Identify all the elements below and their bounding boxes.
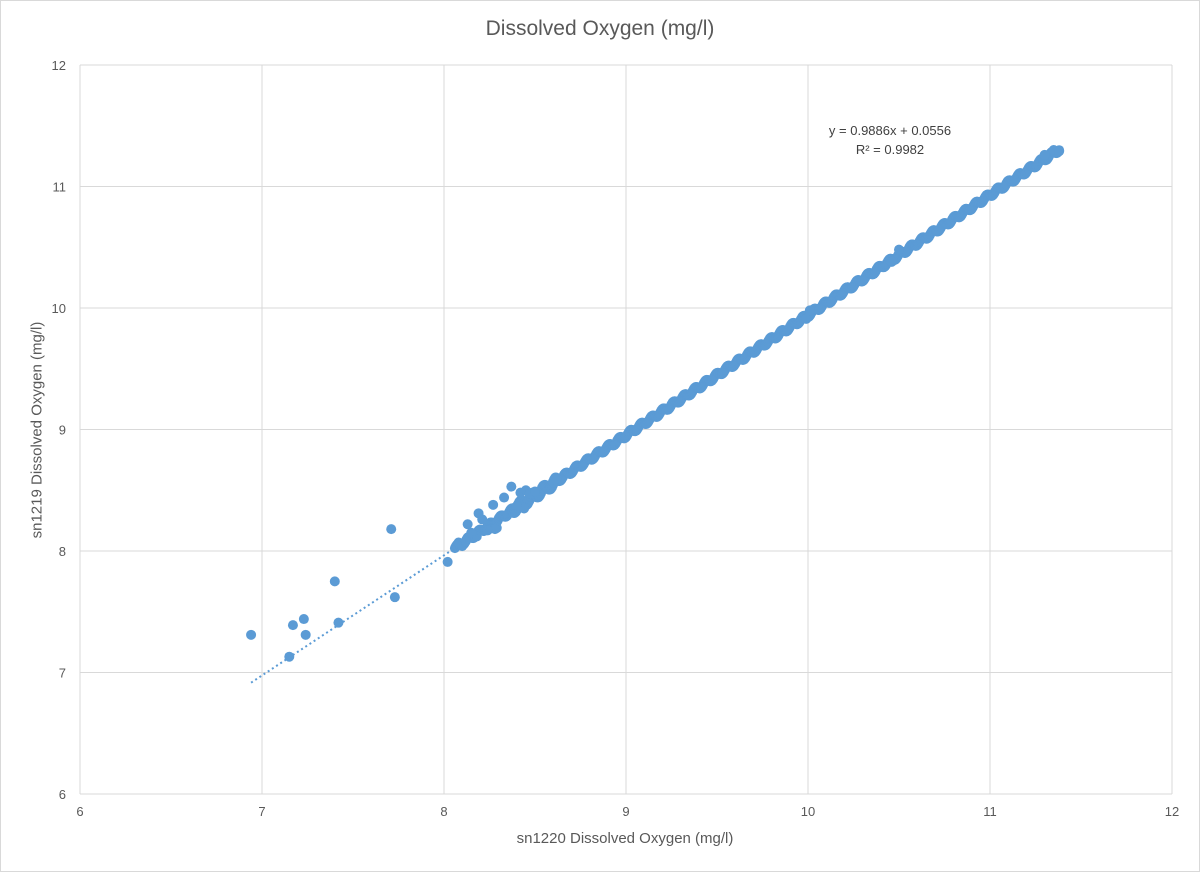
data-point <box>442 556 453 567</box>
data-point <box>511 501 522 512</box>
data-point <box>386 524 397 535</box>
data-point <box>530 486 540 497</box>
y-axis-title: sn1219 Dissolved Oxygen (mg/l) <box>28 321 46 539</box>
data-point <box>801 313 812 324</box>
data-point <box>246 629 257 640</box>
x-tick-label: 11 <box>983 804 997 819</box>
trendline <box>250 506 518 684</box>
y-tick-label: 12 <box>52 58 66 73</box>
data-point <box>298 614 309 625</box>
x-tick-label: 12 <box>1165 804 1179 819</box>
trendline-r2: R² = 0.9982 <box>855 142 925 157</box>
x-tick-label: 8 <box>440 804 447 819</box>
x-axis-title: sn1220 Dissolved Oxygen (mg/l) <box>516 830 734 847</box>
y-tick-label: 10 <box>52 301 66 316</box>
data-point <box>506 481 517 492</box>
trendline-annotation: y = 0.9886x + 0.0556 R² = 0.9982 <box>800 121 980 159</box>
data-point <box>333 617 344 628</box>
x-tick-label: 6 <box>76 804 83 819</box>
trendline-equation: y = 0.9886x + 0.0556 <box>828 123 952 138</box>
data-point <box>389 592 400 603</box>
data-point <box>329 576 340 587</box>
data-point <box>482 525 493 536</box>
data-point <box>477 514 488 525</box>
data-point <box>300 629 311 640</box>
x-tick-label: 7 <box>258 804 265 819</box>
y-tick-label: 9 <box>59 423 66 438</box>
x-tick-label: 10 <box>801 804 815 819</box>
x-tick-label: 9 <box>622 804 629 819</box>
data-point <box>886 256 897 267</box>
y-tick-label: 8 <box>59 544 66 559</box>
data-point <box>804 305 815 316</box>
y-tick-label: 7 <box>59 666 66 681</box>
data-point <box>287 620 298 631</box>
data-point <box>894 244 904 255</box>
data-point <box>1054 146 1065 157</box>
y-tick-label: 6 <box>59 787 66 802</box>
data-point <box>488 499 499 510</box>
data-point <box>499 492 510 503</box>
data-point <box>550 472 562 484</box>
data-point <box>462 519 473 530</box>
data-point <box>1039 149 1050 160</box>
chart-title: Dissolved Oxygen (mg/l) <box>485 17 715 40</box>
data-point <box>466 527 477 538</box>
y-tick-label: 11 <box>53 180 67 195</box>
